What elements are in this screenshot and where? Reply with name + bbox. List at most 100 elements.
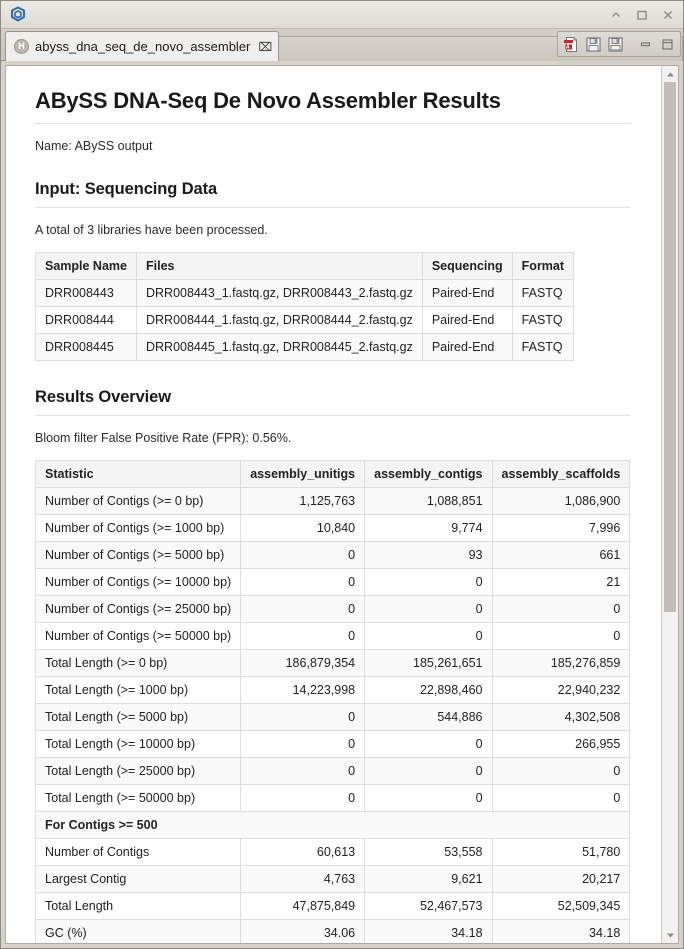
cell-assembly-scaffolds: 0 (491, 622, 631, 650)
cell-sample-name: DRR008443 (35, 279, 137, 307)
column-header-format: Format (511, 252, 575, 280)
window-minimize-button[interactable] (603, 4, 629, 26)
cell-statistic-label: Total Length (>= 25000 bp) (34, 757, 242, 785)
table-row: DRR008445 DRR008445_1.fastq.gz, DRR008445… (35, 333, 575, 361)
cell-sequencing: Paired-End (421, 333, 513, 361)
table-row: Number of Contigs (>= 50000 bp) 0 0 0 (34, 622, 631, 650)
table-row: Total Length (>= 10000 bp) 0 0 266,955 (34, 730, 631, 758)
cell-assembly-scaffolds: 51,780 (491, 838, 631, 866)
column-header-sequencing: Sequencing (421, 252, 513, 280)
maximize-panel-icon (661, 38, 673, 50)
cell-assembly-unitigs: 1,125,763 (240, 487, 366, 515)
minimize-panel-button[interactable] (635, 34, 655, 54)
cell-files: DRR008443_1.fastq.gz, DRR008443_2.fastq.… (135, 279, 423, 307)
window-maximize-button[interactable] (629, 4, 655, 26)
cell-assembly-scaffolds: 0 (491, 784, 631, 812)
cell-assembly-scaffolds: 0 (491, 757, 631, 785)
tab-close-icon[interactable]: ⌧ (258, 39, 273, 54)
save-as-button[interactable] (605, 34, 625, 54)
table-row: Number of Contigs 60,613 53,558 51,780 (34, 838, 631, 866)
html-document-icon: H (14, 39, 29, 54)
cell-assembly-contigs: 22,898,460 (364, 676, 493, 704)
table-row: Number of Contigs (>= 0 bp) 1,125,763 1,08… (34, 487, 631, 515)
vertical-scrollbar[interactable] (661, 66, 678, 943)
tab-abyss-dna-seq-de-novo-assembler[interactable]: H abyss_dna_seq_de_novo_assembler ⌧ (5, 31, 280, 61)
cell-sample-name: DRR008444 (35, 306, 137, 334)
maximize-panel-button[interactable] (657, 34, 677, 54)
cell-statistic-label: Total Length (>= 5000 bp) (34, 703, 242, 731)
cell-assembly-unitigs: 0 (240, 784, 366, 812)
table-row: Number of Contigs (>= 1000 bp) 10,840 9,77… (34, 514, 631, 542)
cell-assembly-contigs: 0 (364, 757, 493, 785)
cell-statistic-label: Number of Contigs (>= 50000 bp) (34, 622, 242, 650)
cell-assembly-contigs: 185,261,651 (364, 649, 493, 677)
cell-assembly-unitigs: 34.06 (240, 919, 366, 943)
table-row: Total Length (>= 25000 bp) 0 0 0 (34, 757, 631, 785)
minimize-panel-icon (640, 41, 650, 46)
cell-assembly-scaffolds: 0 (491, 595, 631, 623)
window-close-button[interactable] (655, 4, 681, 26)
column-header-sample-name: Sample Name (35, 252, 137, 280)
export-pdf-button[interactable]: A (561, 34, 581, 54)
column-header-assembly-unitigs: assembly_unitigs (240, 460, 366, 488)
cell-assembly-unitigs: 0 (240, 730, 366, 758)
cell-statistic-label: Number of Contigs (>= 25000 bp) (34, 595, 242, 623)
table-row: Total Length (>= 1000 bp) 14,223,998 22,89… (34, 676, 631, 704)
scrollbar-track[interactable] (662, 82, 678, 927)
input-summary-text: A total of 3 libraries have been process… (35, 223, 268, 237)
title-bar (1, 1, 683, 29)
document-frame: ABySS DNA-Seq De Novo Assembler Results … (5, 65, 679, 944)
cell-assembly-contigs: 34.18 (364, 919, 493, 943)
table-header-row: Sample Name Files Sequencing Format (35, 252, 575, 280)
assembly-statistics-table: Statistic assembly_unitigs assembly_cont… (34, 460, 631, 943)
cell-assembly-contigs: 0 (364, 568, 493, 596)
output-name-line: Name: ABySS output (35, 139, 153, 153)
sequencing-data-table: Sample Name Files Sequencing Format DRR0… (35, 252, 575, 361)
table-row: Total Length (>= 50000 bp) 0 0 0 (34, 784, 631, 812)
report-document: ABySS DNA-Seq De Novo Assembler Results … (6, 66, 661, 943)
cell-files: DRR008444_1.fastq.gz, DRR008444_2.fastq.… (135, 306, 423, 334)
table-header-row: Statistic assembly_unitigs assembly_cont… (34, 460, 631, 488)
cell-assembly-unitigs: 60,613 (240, 838, 366, 866)
cell-statistic-label: Total Length (>= 0 bp) (34, 649, 242, 677)
scroll-down-button[interactable] (662, 927, 678, 943)
section-label: For Contigs >= 500 (34, 811, 631, 839)
cell-assembly-scaffolds: 661 (491, 541, 631, 569)
cell-assembly-unitigs: 0 (240, 568, 366, 596)
cell-files: DRR008445_1.fastq.gz, DRR008445_2.fastq.… (135, 333, 423, 361)
column-header-files: Files (135, 252, 423, 280)
cell-format: FASTQ (511, 279, 575, 307)
cell-assembly-contigs: 53,558 (364, 838, 493, 866)
table-row: GC (%) 34.06 34.18 34.18 (34, 919, 631, 943)
table-row: Total Length (>= 5000 bp) 0 544,886 4,302,5… (34, 703, 631, 731)
scrollbar-thumb[interactable] (664, 82, 676, 612)
cell-assembly-contigs: 0 (364, 730, 493, 758)
cell-assembly-unitigs: 14,223,998 (240, 676, 366, 704)
save-button[interactable] (583, 34, 603, 54)
cell-assembly-scaffolds: 34.18 (491, 919, 631, 943)
cell-assembly-unitigs: 0 (240, 541, 366, 569)
table-row: Number of Contigs (>= 5000 bp) 0 93 661 (34, 541, 631, 569)
cell-statistic-label: Total Length (34, 892, 242, 920)
cell-assembly-unitigs: 0 (240, 757, 366, 785)
cell-assembly-scaffolds: 52,509,345 (491, 892, 631, 920)
cell-assembly-contigs: 544,886 (364, 703, 493, 731)
close-x-icon (663, 10, 673, 19)
cell-assembly-contigs: 9,621 (364, 865, 493, 893)
triangle-down-icon (666, 933, 674, 937)
cell-assembly-scaffolds: 21 (491, 568, 631, 596)
cell-assembly-contigs: 52,467,573 (364, 892, 493, 920)
cell-statistic-label: Number of Contigs (34, 838, 242, 866)
cell-assembly-unitigs: 0 (240, 595, 366, 623)
svg-text:A: A (566, 44, 570, 50)
cell-assembly-contigs: 9,774 (364, 514, 493, 542)
square-icon (637, 10, 647, 20)
scroll-up-button[interactable] (662, 66, 678, 82)
tab-label: abyss_dna_seq_de_novo_assembler (35, 39, 251, 54)
cell-statistic-label: GC (%) (34, 919, 242, 943)
table-section-row: For Contigs >= 500 (34, 811, 631, 839)
cell-assembly-scaffolds: 20,217 (491, 865, 631, 893)
cell-assembly-contigs: 0 (364, 595, 493, 623)
table-row: Largest Contig 4,763 9,621 20,217 (34, 865, 631, 893)
cell-assembly-scaffolds: 7,996 (491, 514, 631, 542)
